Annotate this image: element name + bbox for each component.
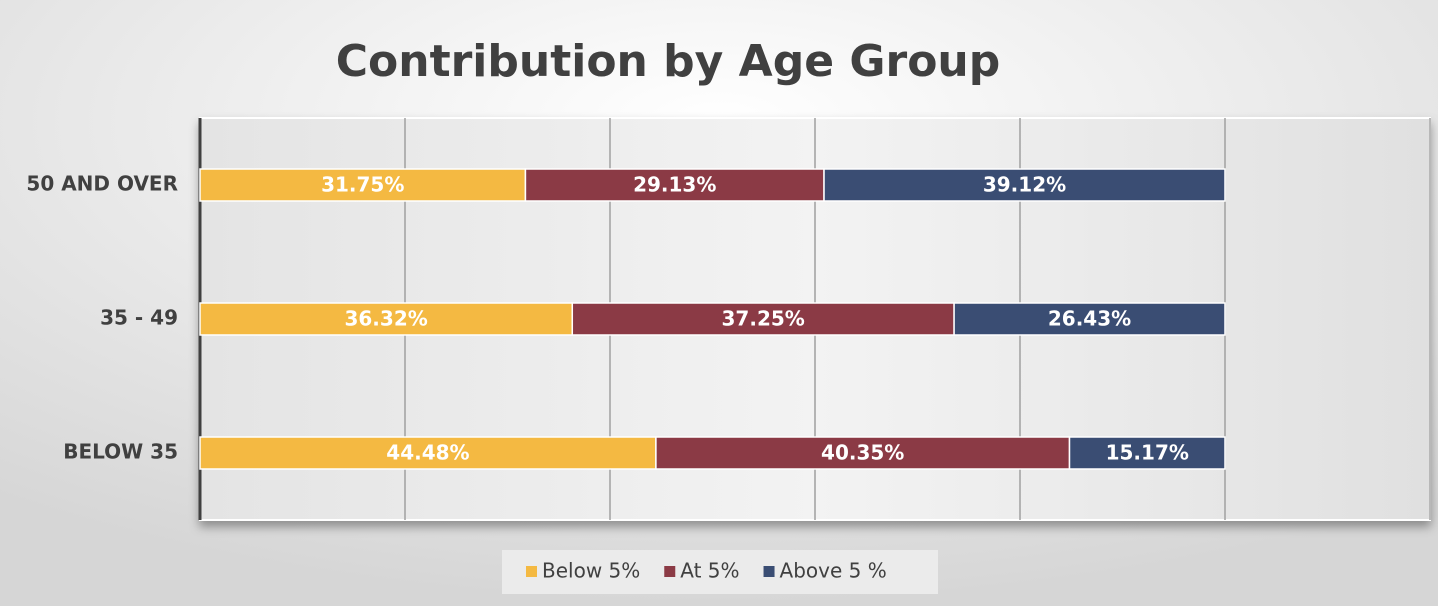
y-tick-label: 50 AND OVER	[26, 172, 178, 196]
data-label: 37.25%	[722, 307, 805, 331]
bar-segment	[823, 168, 1226, 202]
bar-segment	[571, 302, 955, 336]
data-label: 40.35%	[821, 441, 904, 465]
legend-label: At 5%	[680, 559, 739, 583]
data-label: 39.12%	[983, 173, 1066, 197]
legend-swatch	[763, 566, 775, 577]
legend-box	[502, 550, 938, 594]
y-tick-label: 35 - 49	[100, 306, 178, 330]
data-label: 15.17%	[1106, 441, 1189, 465]
data-label: 36.32%	[344, 307, 427, 331]
bar-segment	[199, 168, 527, 202]
legend-label: Above 5 %	[780, 559, 887, 583]
data-label: 26.43%	[1048, 307, 1131, 331]
data-label: 31.75%	[321, 173, 404, 197]
bar-segment	[199, 302, 574, 336]
y-tick-label: BELOW 35	[63, 440, 178, 464]
bar-segment	[655, 436, 1071, 470]
legend-label: Below 5%	[542, 559, 640, 583]
legend-swatch	[664, 566, 676, 577]
legend-swatch	[526, 566, 537, 577]
bar-segment	[524, 168, 825, 202]
data-label: 44.48%	[386, 441, 469, 465]
bar-segment	[1068, 436, 1226, 470]
chart-title: Contribution by Age Group	[336, 36, 1001, 87]
data-label: 29.13%	[633, 173, 716, 197]
bar-segment	[953, 302, 1226, 336]
